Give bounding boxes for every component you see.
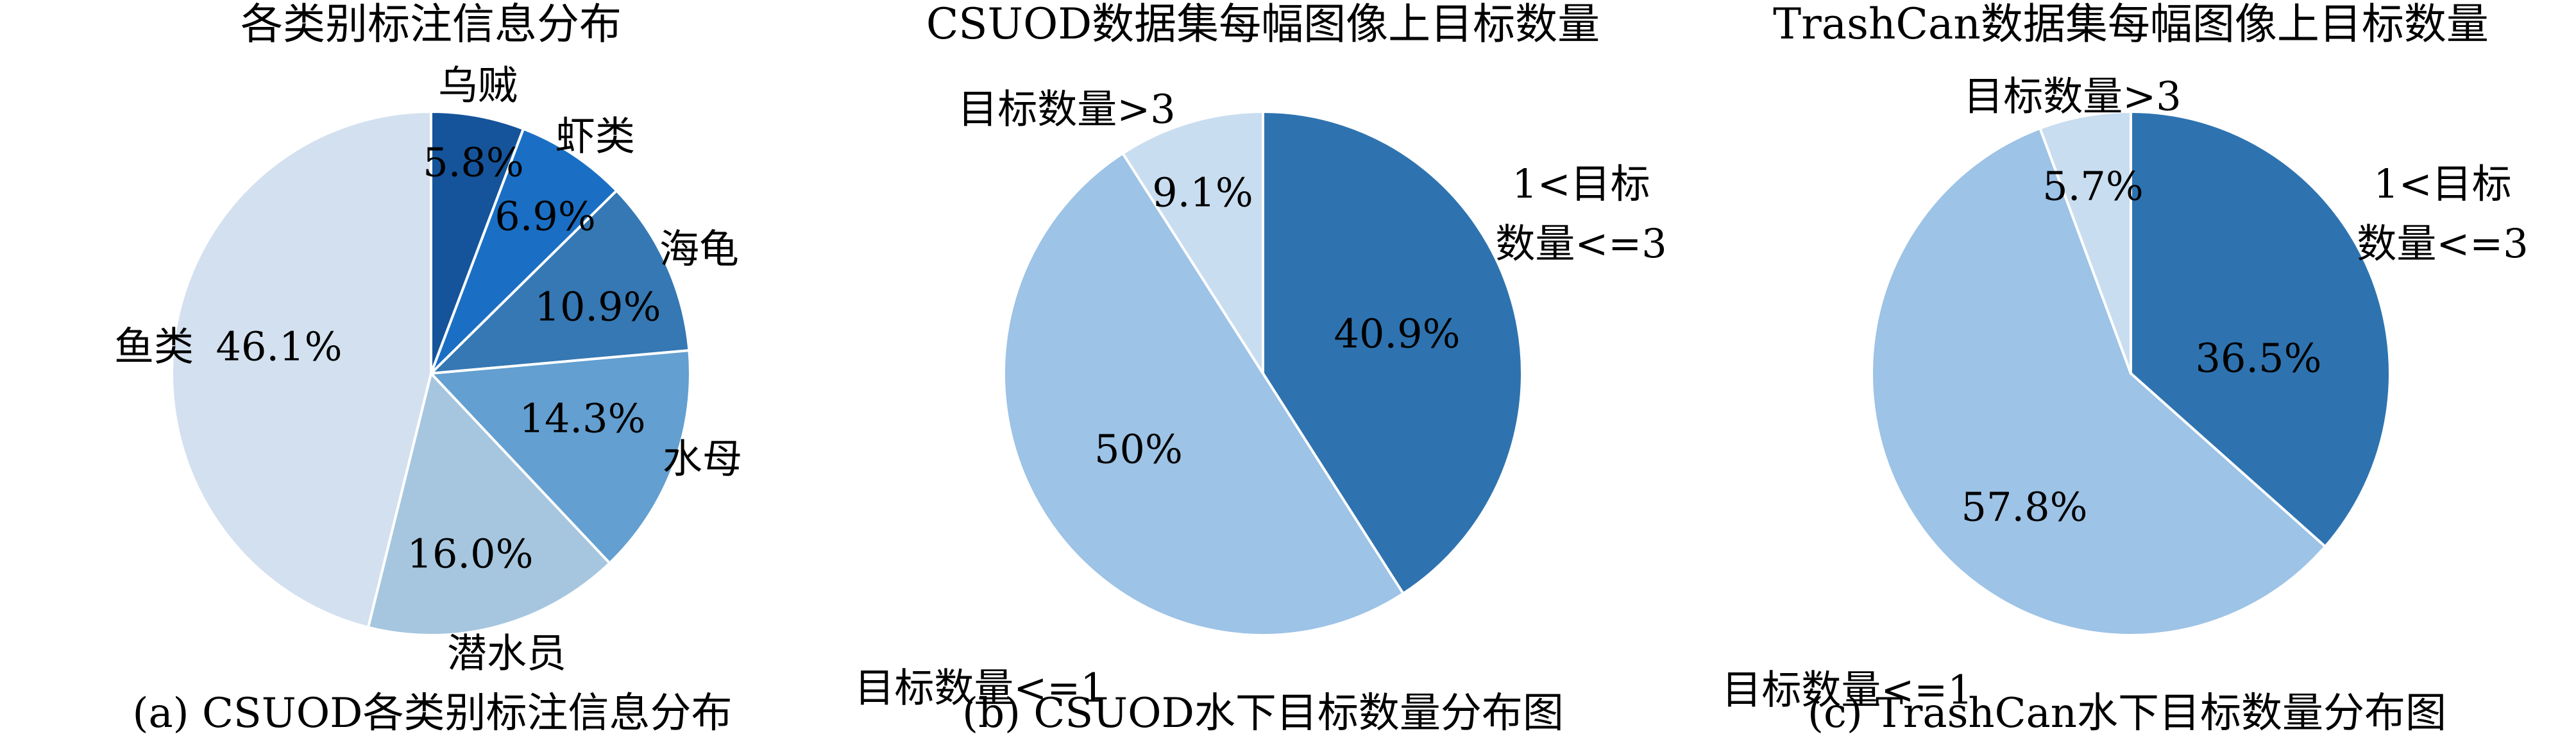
chart-a-pct-diver: 16.0% xyxy=(407,530,534,577)
chart-b-slice-label-1to3-line2: 数量<=3 xyxy=(1495,220,1667,267)
chart-b-pct-gt3: 9.1% xyxy=(1152,169,1253,216)
pie-2-slice-0 xyxy=(2130,110,2391,548)
pie-0-slice-3 xyxy=(430,349,691,565)
chart-b-slice-label-1to3: 1<目标 数量<=3 xyxy=(1495,154,1666,273)
chart-c-panel: TrashCan数据集每幅图像上目标数量 目标数量>3 1<目标 数量<=3 目… xyxy=(1719,0,2576,743)
pie-0-slice-2 xyxy=(430,189,691,375)
chart-c-caption: (c) TrashCan水下目标数量分布图 xyxy=(1808,690,2446,738)
chart-b-pct-le1: 50% xyxy=(1094,425,1183,473)
chart-a-title: 各类别标注信息分布 xyxy=(241,0,622,49)
chart-c-slice-label-1to3-line2: 数量<=3 xyxy=(2357,220,2529,267)
chart-c-slice-label-1to3-line1: 1<目标 xyxy=(2373,160,2512,207)
pie-1-slice-2 xyxy=(1121,110,1264,375)
chart-a-panel: 各类别标注信息分布 乌贼 虾类 海龟 水母 潜水员 鱼类 5.8% 6.9% 1… xyxy=(0,0,858,743)
chart-a-slice-label-sea-turtle: 海龟 xyxy=(659,225,740,273)
chart-c-slice-label-1to3: 1<目标 数量<=3 xyxy=(2357,154,2528,273)
chart-a-pct-jellyfish: 14.3% xyxy=(519,395,646,442)
chart-a-pct-sea-turtle: 10.9% xyxy=(534,283,661,330)
chart-b-pct-1to3: 40.9% xyxy=(1334,310,1461,357)
chart-a-slice-label-jellyfish: 水母 xyxy=(662,435,743,483)
chart-a-slice-label-fish: 鱼类 xyxy=(114,323,194,370)
chart-a-pct-shrimp: 6.9% xyxy=(495,192,596,240)
chart-a-slice-label-shrimp: 虾类 xyxy=(555,112,636,160)
chart-b-slice-label-le1: 目标数量<=1 xyxy=(854,664,1106,712)
pie-2-slice-2 xyxy=(2038,110,2132,375)
chart-a-pct-fish: 46.1% xyxy=(216,323,343,370)
chart-c-title: TrashCan数据集每幅图像上目标数量 xyxy=(1773,0,2489,49)
pie-0-slice-4 xyxy=(366,372,611,636)
pie-1-slice-1 xyxy=(1003,151,1405,637)
chart-a-pie xyxy=(171,110,691,636)
chart-b-slice-label-1to3-line1: 1<目标 xyxy=(1512,160,1650,207)
pie-0-slice-1 xyxy=(430,127,618,375)
chart-c-slice-label-le1: 目标数量<=1 xyxy=(1722,666,1973,713)
chart-a-slice-label-cuttlefish: 乌贼 xyxy=(437,62,518,109)
chart-b-panel: CSUOD数据集每幅图像上目标数量 目标数量>3 1<目标 数量<=3 目标数量… xyxy=(854,0,1718,743)
chart-a-caption: (a) CSUOD各类别标注信息分布 xyxy=(132,690,733,738)
chart-c-slice-label-gt3: 目标数量>3 xyxy=(1963,73,2182,120)
chart-c-pie xyxy=(1870,110,2391,636)
chart-b-slice-label-gt3: 目标数量>3 xyxy=(958,85,1176,133)
pie-2-slice-1 xyxy=(1870,126,2327,636)
chart-a-pct-cuttlefish: 5.8% xyxy=(423,139,524,186)
pie-0-slice-5 xyxy=(171,110,432,629)
chart-c-pct-gt3: 5.7% xyxy=(2042,162,2144,210)
chart-c-pct-1to3: 36.5% xyxy=(2195,334,2322,382)
chart-b-pie xyxy=(1003,110,1523,637)
chart-b-caption: (b) CSUOD水下目标数量分布图 xyxy=(962,690,1564,738)
chart-c-pct-le1: 57.8% xyxy=(1961,483,2088,531)
chart-a-slice-label-diver: 潜水员 xyxy=(446,629,567,677)
chart-b-title: CSUOD数据集每幅图像上目标数量 xyxy=(926,0,1600,49)
pie-0-slice-0 xyxy=(430,110,525,375)
